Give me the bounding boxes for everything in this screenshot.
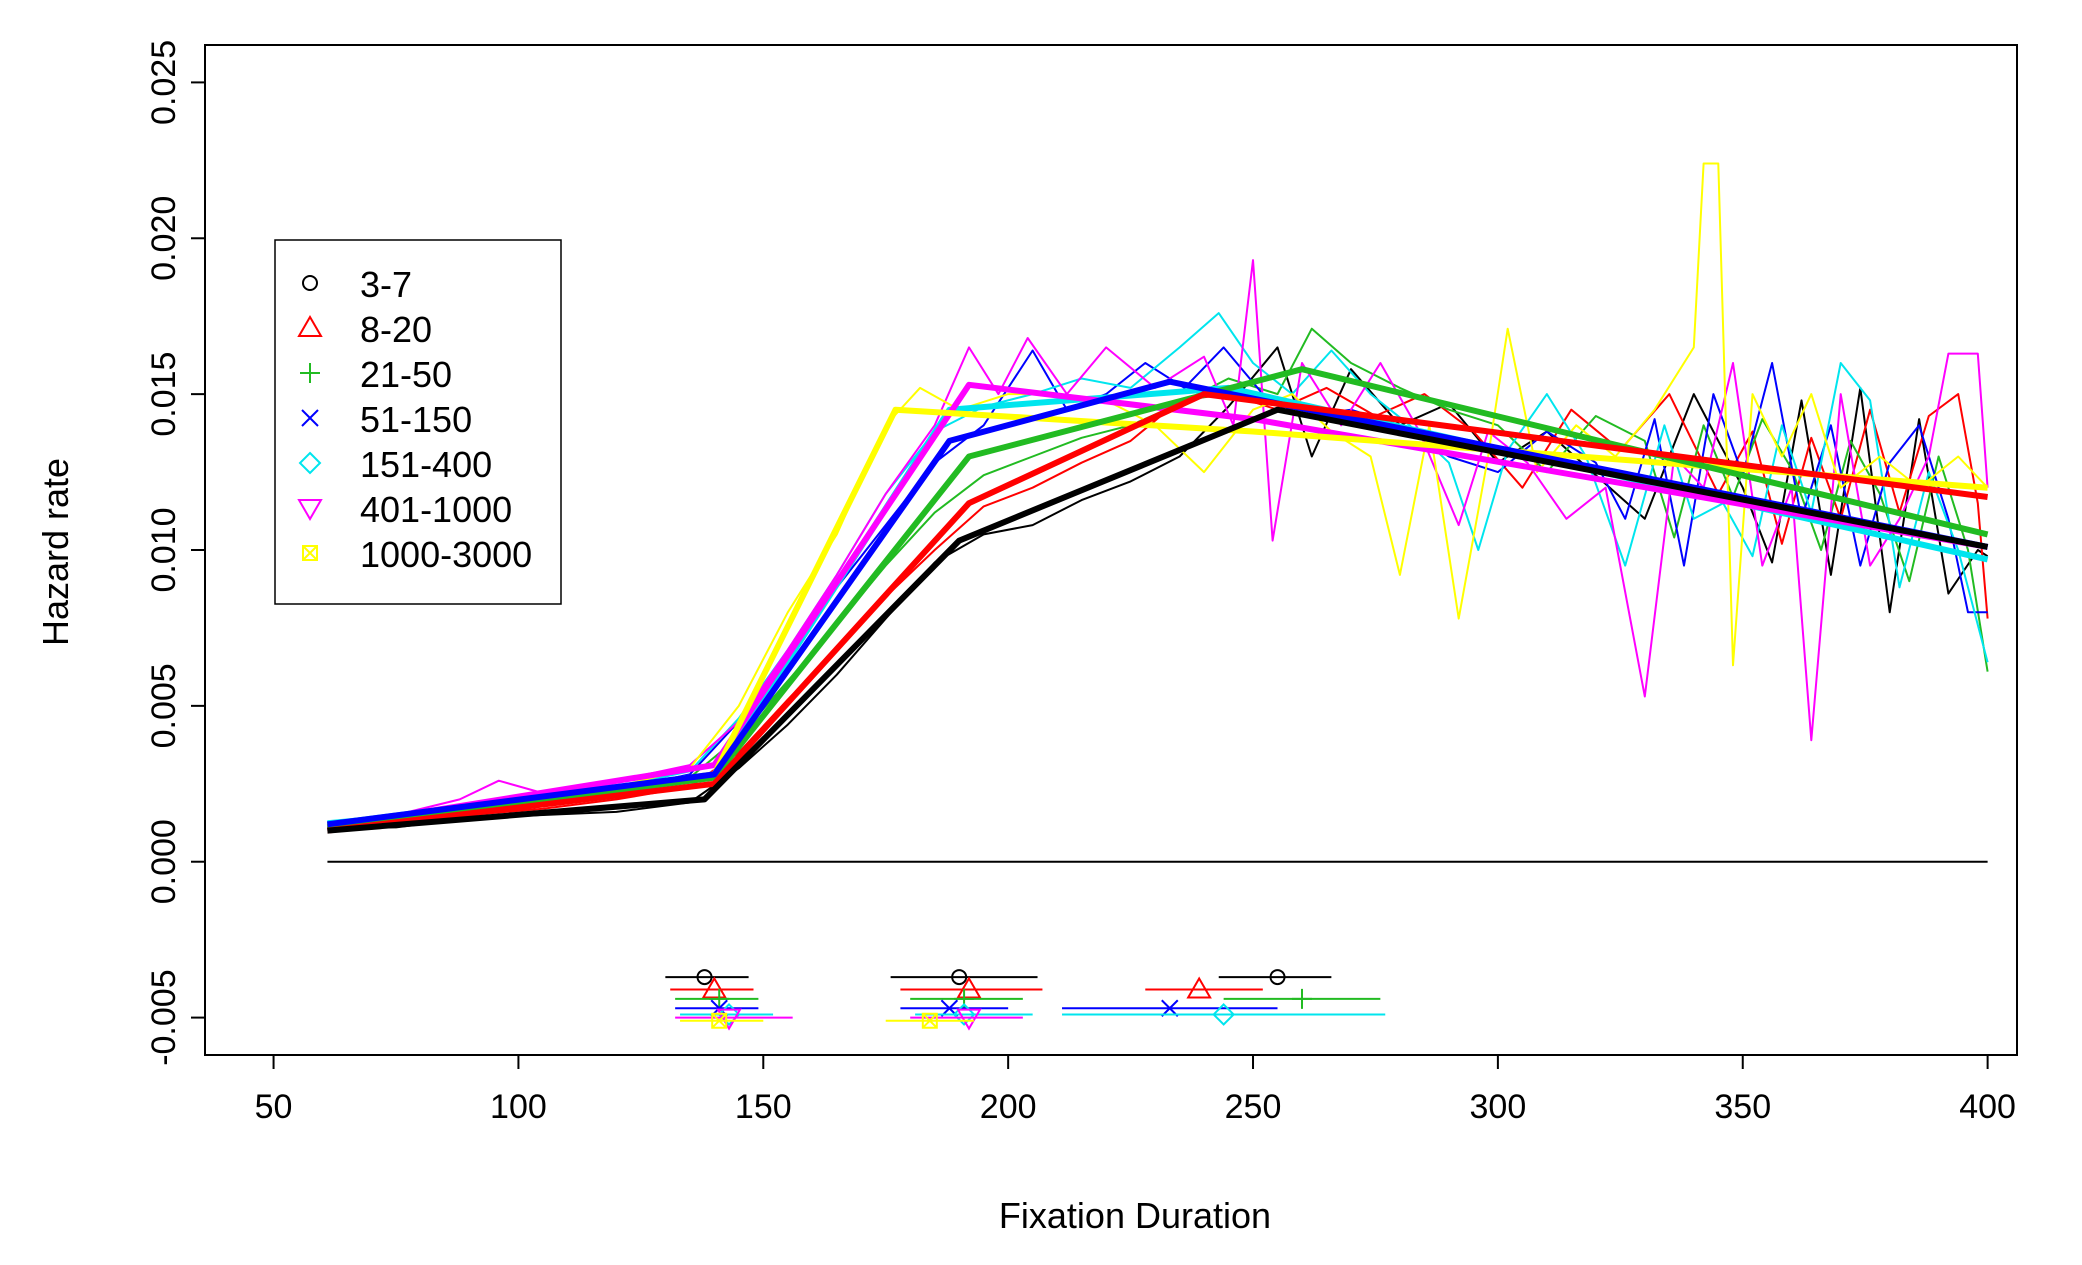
legend-label-1000-3000: 1000-3000: [360, 534, 532, 575]
x-tick-label: 200: [980, 1088, 1037, 1126]
x-tick-label: 250: [1225, 1088, 1282, 1126]
estimate-marker-8-20: [956, 976, 982, 999]
x-tick-label: 350: [1714, 1088, 1771, 1126]
legend-label-401-1000: 401-1000: [360, 489, 512, 530]
estimate-marker-8-20: [1186, 976, 1212, 999]
legend-label-151-400: 151-400: [360, 444, 492, 485]
raw-line-8-20: [327, 386, 1989, 829]
raw-line-401-1000: [327, 259, 1989, 826]
estimate-marker-1000-3000: [921, 1012, 938, 1029]
y-tick-label: 0.015: [145, 352, 183, 437]
legend-marker-3-7: [302, 275, 318, 291]
x-tick-label: 150: [735, 1088, 792, 1126]
legend-label-51-150: 51-150: [360, 399, 472, 440]
fit-line-21-50: [327, 366, 1989, 831]
legend-label-8-20: 8-20: [360, 309, 432, 350]
y-tick-label: 0.025: [145, 40, 183, 125]
estimate-marker-151-400: [717, 1003, 741, 1026]
legend-marker-1000-3000: [302, 545, 318, 561]
y-tick-label: 0.005: [145, 663, 183, 748]
fitted-hazard-lines: [326, 366, 1989, 834]
estimate-marker-3-7: [1269, 969, 1286, 986]
estimate-marker-401-1000: [956, 1008, 982, 1031]
raw-line-1000-3000: [327, 162, 1989, 826]
x-tick-label: 300: [1470, 1088, 1527, 1126]
fit-line-3-7: [327, 406, 1989, 834]
estimate-marker-8-20: [701, 976, 728, 999]
estimate-marker-3-7: [696, 969, 713, 986]
x-axis-title: Fixation Duration: [999, 1195, 1271, 1236]
fit-line-8-20: [327, 391, 1988, 834]
fit-line-151-400: [327, 384, 1989, 828]
estimate-marker-3-7: [951, 969, 968, 986]
y-tick-label: 0.000: [145, 819, 183, 904]
legend-marker-151-400: [298, 451, 322, 475]
y-axis: -0.005 0.000 0.005 0.010 0.015 0.020 0.025: [145, 40, 206, 1066]
peak-estimates: [665, 969, 1386, 1031]
x-axis: 50 100 150 200 250 300 350 400: [255, 1054, 2016, 1126]
raw-line-151-400: [327, 312, 1989, 823]
legend-label-21-50: 21-50: [360, 354, 452, 395]
legend-label-3-7: 3-7: [360, 264, 412, 305]
legend-marker-51-150: [301, 409, 319, 427]
y-tick-label: 0.020: [145, 196, 183, 281]
estimate-marker-21-50: [1291, 988, 1312, 1009]
estimate-marker-1000-3000: [711, 1012, 728, 1029]
legend-marker-401-1000: [297, 499, 323, 521]
legend-marker-8-20: [297, 315, 323, 337]
estimate-marker-151-400: [1212, 1003, 1236, 1026]
x-tick-label: 400: [1959, 1088, 2016, 1126]
y-axis-title: Hazard rate: [35, 458, 76, 646]
x-tick-label: 100: [490, 1088, 547, 1126]
fit-line-51-150: [327, 378, 1989, 828]
legend-marker-21-50: [300, 363, 320, 383]
estimate-marker-151-400: [952, 1003, 976, 1026]
x-tick-label: 50: [255, 1088, 293, 1126]
y-tick-label: 0.010: [145, 507, 183, 592]
fit-line-401-1000: [326, 381, 1989, 831]
legend: 3-78-2021-5051-150151-400401-10001000-30…: [274, 239, 562, 605]
estimate-marker-21-50: [709, 988, 730, 1009]
y-tick-label: -0.005: [145, 969, 183, 1065]
legend-box: [274, 239, 562, 605]
estimate-marker-401-1000: [716, 1008, 742, 1031]
